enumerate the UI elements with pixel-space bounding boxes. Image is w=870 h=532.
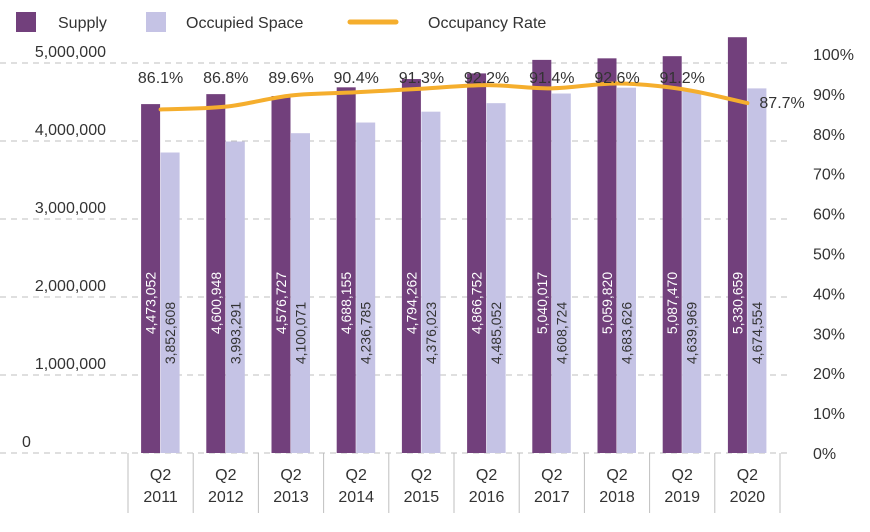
data-label-occupied-space: 3,852,608 (162, 302, 178, 364)
bar-occupied-space (486, 103, 506, 453)
legend-label-occupancy-rate: Occupancy Rate (428, 15, 546, 32)
x-axis-tick-label: Q2 (215, 467, 236, 484)
bar-occupied-space (682, 91, 702, 453)
data-label-occupied-space: 4,608,724 (553, 302, 569, 364)
left-axis-tick-label: 1,000,000 (35, 356, 106, 373)
bar-occupied-space (551, 93, 571, 453)
bar-supply (597, 58, 617, 453)
bar-supply (336, 87, 356, 453)
data-label-occupancy-rate: 86.1% (138, 70, 183, 87)
data-label-occupied-space: 4,376,023 (423, 302, 439, 364)
bar-occupied-space (225, 141, 245, 453)
data-label-supply: 4,473,052 (143, 272, 159, 334)
bar-occupied-space (356, 122, 376, 454)
bar-supply (532, 59, 552, 454)
bar-supply (271, 96, 291, 454)
data-label-occupied-space: 4,485,052 (488, 302, 504, 364)
bar-occupied-space (291, 133, 310, 453)
right-axis-tick-label: 80% (813, 127, 845, 144)
left-axis-tick-label: 0 (22, 434, 31, 451)
data-label-occupancy-rate: 91.3% (399, 70, 444, 87)
legend-label-occupied-space: Occupied Space (186, 15, 304, 32)
bar-supply (727, 37, 747, 454)
data-label-supply: 5,059,820 (599, 272, 615, 334)
data-label-occupancy-rate: 89.6% (268, 70, 313, 87)
data-label-occupied-space: 4,683,626 (619, 302, 635, 364)
x-axis-tick-label: 2020 (730, 489, 766, 506)
x-axis-tick-label: 2013 (273, 489, 309, 506)
bar-supply (662, 56, 682, 454)
x-axis-tick-label: Q2 (606, 467, 627, 484)
data-label-supply: 5,040,017 (534, 272, 550, 334)
data-label-occupancy-rate: 86.8% (203, 70, 248, 87)
right-axis-tick-label: 10% (813, 406, 845, 423)
bar-supply (206, 94, 226, 454)
x-axis-tick-label: 2012 (208, 489, 244, 506)
x-axis-tick-label: Q2 (346, 467, 367, 484)
bar-occupied-space (421, 111, 441, 454)
data-label-occupancy-rate: 92.2% (464, 70, 509, 87)
legend-label-supply: Supply (58, 15, 107, 32)
right-axis-tick-label: 100% (813, 47, 854, 64)
left-axis-tick-label: 2,000,000 (35, 278, 106, 295)
x-axis-tick-label: 2011 (143, 489, 178, 506)
x-axis-tick-label: Q2 (541, 467, 562, 484)
right-axis-tick-label: 60% (813, 207, 845, 224)
data-label-occupied-space: 4,236,785 (358, 302, 374, 364)
x-axis-tick-label: Q2 (672, 467, 693, 484)
data-label-supply: 5,087,470 (664, 272, 680, 334)
x-axis-tick-label: Q2 (150, 467, 171, 484)
right-axis-tick-label: 30% (813, 326, 845, 343)
right-axis-tick-label: 70% (813, 167, 845, 184)
data-label-occupied-space: 4,674,554 (749, 302, 765, 364)
data-label-supply: 4,866,752 (469, 272, 485, 334)
legend-swatch-occupied-space (146, 12, 166, 32)
bar-occupied-space (747, 88, 767, 453)
bar-occupied-space (617, 87, 636, 453)
data-label-occupied-space: 4,100,071 (293, 302, 309, 364)
x-axis-tick-label: 2018 (599, 489, 635, 506)
data-label-supply: 4,576,727 (273, 272, 289, 334)
right-axis-tick-label: 0% (813, 446, 836, 463)
data-label-supply: 4,688,155 (338, 272, 354, 334)
right-axis-tick-label: 90% (813, 87, 845, 104)
data-label-supply: 4,600,948 (208, 272, 224, 334)
data-label-occupancy-rate: 91.2% (660, 70, 705, 87)
left-axis-tick-label: 4,000,000 (35, 122, 106, 139)
x-axis-tick-label: 2015 (404, 489, 440, 506)
data-label-supply: 4,794,262 (403, 272, 419, 334)
data-label-supply: 5,330,659 (729, 272, 745, 334)
x-axis-tick-label: Q2 (280, 467, 301, 484)
data-label-occupied-space: 3,993,291 (227, 302, 243, 364)
data-label-occupancy-rate: 92.6% (594, 70, 639, 87)
data-label-occupancy-rate: 91.4% (529, 70, 574, 87)
data-label-occupancy-rate: 90.4% (334, 70, 379, 87)
right-axis-tick-label: 40% (813, 286, 845, 303)
bar-supply (401, 79, 421, 454)
x-axis-tick-label: Q2 (737, 467, 758, 484)
x-axis-tick-label: Q2 (476, 467, 497, 484)
line-occupancy-rate (158, 81, 750, 112)
x-axis-tick-label: 2017 (534, 489, 570, 506)
left-axis-tick-label: 5,000,000 (35, 44, 106, 61)
bar-supply (467, 73, 487, 453)
bar-supply (141, 104, 161, 454)
legend-swatch-supply (16, 12, 36, 32)
x-axis-tick-label: 2014 (338, 489, 374, 506)
data-label-occupied-space: 4,639,969 (684, 302, 700, 364)
x-axis-tick-label: 2016 (469, 489, 505, 506)
right-axis-tick-label: 20% (813, 366, 845, 383)
x-axis-tick-label: Q2 (411, 467, 432, 484)
x-axis-tick-label: 2019 (664, 489, 700, 506)
left-axis-tick-label: 3,000,000 (35, 200, 106, 217)
right-axis-tick-label: 50% (813, 247, 845, 264)
data-label-occupancy-rate: 87.7% (759, 95, 804, 112)
bar-occupied-space (160, 152, 180, 453)
